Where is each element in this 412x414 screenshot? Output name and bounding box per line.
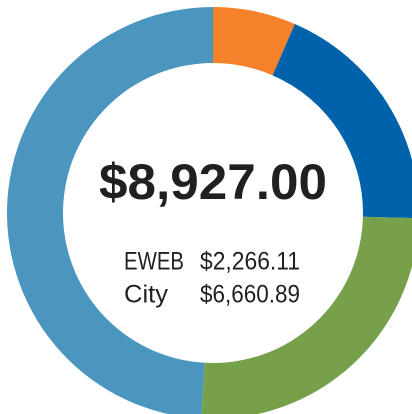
breakdown-amount: $6,660.89 — [200, 281, 300, 309]
total-amount: $8,927.00 — [99, 154, 327, 210]
donut-segment — [201, 216, 412, 414]
breakdown-label: EWEB — [124, 248, 184, 276]
donut-segment — [272, 23, 412, 219]
breakdown-amount: $2,266.11 — [200, 248, 300, 276]
donut-segment — [7, 7, 213, 414]
ring — [7, 7, 412, 414]
donut-segment — [213, 7, 295, 76]
breakdown-label: City — [124, 281, 169, 309]
